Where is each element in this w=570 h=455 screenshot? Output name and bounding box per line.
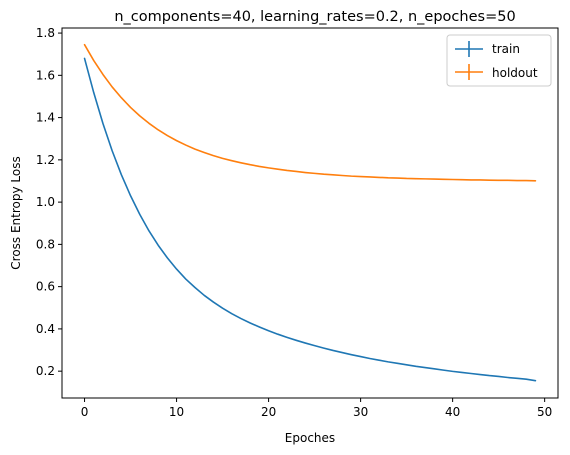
legend-entry-holdout: holdout: [455, 64, 538, 80]
x-tick-label: 10: [169, 405, 184, 419]
chart-title: n_components=40, learning_rates=0.2, n_e…: [114, 9, 515, 25]
plot-area: [61, 27, 559, 399]
x-axis-label: Epoches: [285, 431, 335, 445]
series-line-train: [83, 57, 537, 382]
y-tick-label: 0.2: [36, 364, 55, 378]
x-tick-label: 40: [445, 405, 460, 419]
y-axis-ticks: 0.2 0.4 0.6 0.8 1.0 1.2 1.4 1.6 1.8: [36, 26, 62, 378]
x-axis-ticks: 0 10 20 30 40 50: [81, 398, 552, 419]
series-layer: [83, 43, 537, 382]
y-tick-label: 1.0: [36, 195, 55, 209]
series-line-holdout: [83, 43, 537, 182]
y-tick-label: 1.2: [36, 153, 55, 167]
x-tick-label: 20: [261, 405, 276, 419]
x-tick-label: 0: [81, 405, 89, 419]
legend-box: [446, 34, 552, 87]
legend-entry-train: train: [455, 41, 520, 57]
y-tick-label: 1.8: [36, 26, 55, 40]
y-tick-label: 0.6: [36, 280, 55, 294]
axes-frame: [61, 27, 559, 399]
x-tick-label: 30: [353, 405, 368, 419]
y-axis-label: Cross Entropy Loss: [9, 156, 23, 269]
y-tick-label: 0.4: [36, 322, 55, 336]
y-tick-label: 1.4: [36, 111, 55, 125]
legend: train holdout: [446, 34, 552, 87]
y-tick-label: 1.6: [36, 68, 55, 82]
x-tick-label: 50: [537, 405, 552, 419]
y-tick-label: 0.8: [36, 237, 55, 251]
legend-label-train: train: [492, 42, 520, 56]
legend-label-holdout: holdout: [492, 66, 538, 80]
